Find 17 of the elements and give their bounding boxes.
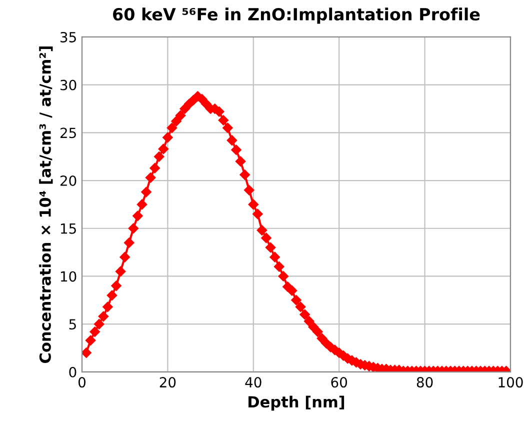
y-tick-label: 15 [60, 224, 76, 234]
y-tick-label: 20 [60, 175, 76, 186]
y-tick-label: 10 [60, 271, 76, 282]
x-tick-label: 20 [160, 377, 176, 388]
x-tick-label: 100 [498, 377, 523, 388]
chart-title: 60 keV ⁵⁶Fe in ZnO:Implantation Profile [113, 8, 480, 24]
y-tick-label: 5 [69, 319, 76, 330]
y-axis-title: Concentration × 10⁴ [at/cm³ / at/cm²] [39, 46, 53, 363]
x-tick-label: 0 [78, 377, 86, 388]
y-tick-label: 0 [69, 366, 76, 378]
x-tick-label: 80 [416, 377, 433, 388]
y-tick-label: 25 [60, 128, 76, 138]
x-axis-title: Depth [nm] [248, 396, 344, 411]
y-tick-label: 35 [60, 32, 76, 42]
x-tick-label: 40 [245, 377, 262, 388]
x-tick-label: 60 [331, 377, 348, 388]
y-tick-label: 30 [60, 80, 76, 90]
